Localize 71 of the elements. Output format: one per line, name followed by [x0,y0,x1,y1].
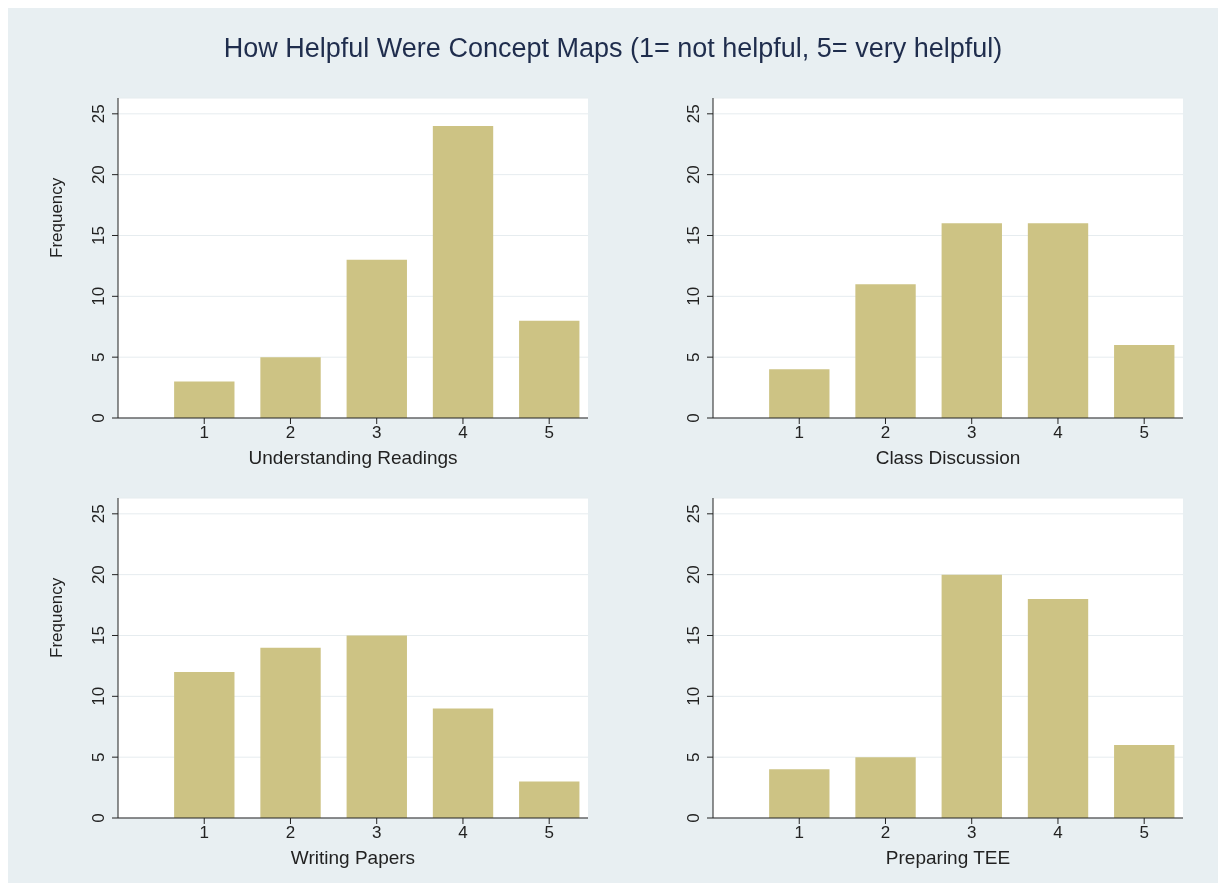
bar [1027,598,1089,818]
bar [941,574,1002,818]
y-tick-label: 15 [684,626,703,645]
y-tick-label: 5 [89,752,108,762]
bar [260,357,321,418]
x-axis-title: Writing Papers [290,847,416,868]
bar [432,708,494,818]
x-tick-label: 5 [1139,823,1149,843]
y-tick-label: 15 [89,226,108,245]
y-tick-label: 5 [684,352,703,362]
y-tick-label: 10 [684,286,703,306]
x-tick-label: 1 [794,823,804,843]
x-axis-title: Preparing TEE [885,847,1011,868]
x-tick-label: 1 [199,823,209,843]
bar [174,381,235,418]
x-tick-label: 2 [285,423,296,443]
y-tick-label: 10 [89,686,108,706]
bar [941,223,1002,418]
y-tick-label: 0 [684,813,703,823]
bar [519,320,580,418]
y-axis-title: Frequency [47,177,67,258]
y-tick-label: 15 [684,226,703,245]
bar [1027,223,1089,418]
x-tick-label: 3 [371,423,382,443]
x-tick-label: 3 [371,823,382,843]
x-tick-label: 2 [880,423,891,443]
x-tick-label: 1 [794,423,804,443]
x-tick-label: 5 [544,823,554,843]
x-tick-label: 4 [458,423,468,443]
y-tick-label: 5 [684,752,703,762]
x-tick-label: 4 [1053,423,1063,443]
y-tick-label: 25 [89,104,108,124]
y-tick-label: 0 [89,413,108,423]
bar [1114,745,1175,818]
y-axis-title: Frequency [47,577,67,658]
x-tick-label: 2 [880,823,891,843]
x-tick-label: 5 [544,423,554,443]
bar [519,781,580,818]
y-tick-label: 25 [89,504,108,524]
bar [855,757,916,818]
bar [1114,345,1175,418]
x-axis-title: Class Discussion [875,447,1021,468]
x-axis-title: Understanding Readings [248,447,458,468]
x-tick-label: 3 [966,823,977,843]
y-tick-label: 0 [684,413,703,423]
bar [769,369,830,418]
y-tick-label: 15 [89,626,108,645]
bar [260,647,321,818]
bar [346,635,407,818]
bar [432,125,494,418]
y-tick-label: 20 [89,165,108,185]
x-tick-label: 4 [1053,823,1063,843]
y-tick-label: 20 [684,565,703,585]
bar [769,769,830,818]
y-tick-label: 10 [684,686,703,706]
x-tick-label: 3 [966,423,977,443]
bar [346,259,407,418]
x-tick-label: 2 [285,823,296,843]
y-tick-label: 0 [89,813,108,823]
bar [855,284,916,418]
y-tick-label: 25 [684,104,703,124]
y-tick-label: 5 [89,352,108,362]
bar [174,671,235,818]
y-tick-label: 20 [89,565,108,585]
x-tick-label: 4 [458,823,468,843]
chart-title: How Helpful Were Concept Maps (1= not helpful, 5= very helpful) [223,32,1003,64]
y-tick-label: 20 [684,165,703,185]
x-tick-label: 5 [1139,423,1149,443]
y-tick-label: 10 [89,286,108,306]
x-tick-label: 1 [199,423,209,443]
y-tick-label: 25 [684,504,703,524]
